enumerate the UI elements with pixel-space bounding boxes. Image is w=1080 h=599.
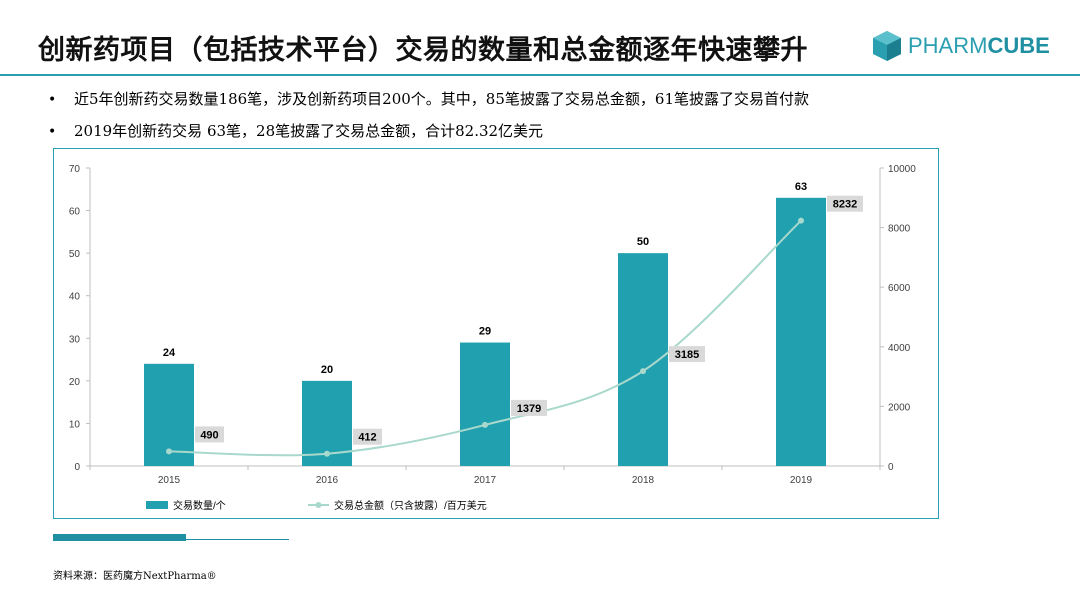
line-value-label: 490	[200, 429, 218, 441]
y-right-tick-label: 4000	[888, 343, 911, 354]
y-right-tick-label: 8000	[888, 224, 911, 235]
y-left-tick-label: 40	[69, 292, 81, 303]
bar-value-label: 29	[479, 326, 491, 338]
line-value-label: 8232	[833, 199, 857, 211]
source-note: 资料来源：医药魔方NextPharma®	[53, 571, 217, 582]
x-tick-label: 2019	[790, 475, 813, 486]
line-point-2016	[324, 450, 330, 457]
bar-value-label: 24	[163, 347, 176, 359]
bullet-text: 2019年创新药交易 63笔，28笔披露了交易总金额，合计82.32亿美元	[74, 122, 544, 140]
bar-2017	[460, 342, 510, 466]
y-left-tick-label: 50	[69, 249, 81, 260]
x-tick-label: 2017	[474, 475, 497, 486]
x-tick-label: 2016	[316, 475, 339, 486]
y-left-tick-label: 0	[74, 462, 80, 473]
logo-wordmark: PHARMCUBE	[908, 33, 1050, 58]
line-value-label: 3185	[675, 349, 699, 361]
footer-accent-line	[186, 539, 289, 540]
title-divider	[0, 74, 1080, 76]
legend-bar-swatch	[146, 501, 168, 509]
line-value-label-bg	[669, 346, 705, 363]
bar-value-label: 50	[637, 236, 649, 248]
line-value-label-bg	[195, 426, 224, 443]
pharmcube-logo: PHARMCUBE	[872, 30, 1050, 62]
x-tick-label: 2015	[158, 475, 181, 486]
y-left-tick-label: 70	[69, 164, 81, 175]
cube-logo-icon	[873, 31, 901, 61]
y-left-tick-label: 60	[69, 207, 81, 218]
y-left-tick-label: 20	[69, 377, 81, 388]
legend-line-marker	[315, 502, 322, 508]
bullet-dot: •	[48, 92, 57, 108]
line-point-2019	[798, 217, 804, 224]
line-value-label-bg	[353, 428, 382, 445]
bullet-item: • 近5年创新药交易数量186笔，涉及创新药项目200个。其中，85笔披露了交易…	[48, 88, 809, 120]
line-point-2015	[166, 448, 172, 455]
bullet-text: 近5年创新药交易数量186笔，涉及创新药项目200个。其中，85笔披露了交易总金…	[74, 90, 809, 108]
line-value-label: 1379	[517, 403, 541, 415]
x-tick-label: 2018	[632, 475, 655, 486]
y-right-tick-label: 10000	[888, 164, 916, 175]
line-series-path	[168, 219, 802, 457]
line-point-2017	[482, 421, 488, 428]
chart-frame	[53, 148, 939, 519]
y-right-tick-label: 0	[888, 462, 894, 473]
line-value-label-bg	[827, 195, 863, 212]
line-point-2018	[640, 368, 646, 375]
line-value-label-bg	[511, 399, 547, 416]
legend-line-label: 交易总金额（只含披露）/百万美元	[334, 499, 487, 512]
bar-value-label: 20	[321, 364, 333, 376]
line-value-label: 412	[358, 432, 376, 444]
y-right-tick-label: 6000	[888, 283, 911, 294]
bar-value-label: 63	[795, 181, 807, 193]
footer-accent-bar	[53, 534, 186, 541]
y-left-tick-label: 30	[69, 334, 81, 345]
bullet-item: • 2019年创新药交易 63笔，28笔披露了交易总金额，合计82.32亿美元	[48, 120, 809, 152]
page-title: 创新药项目（包括技术平台）交易的数量和总金额逐年快速攀升	[38, 35, 808, 66]
y-right-tick-label: 2000	[888, 402, 911, 413]
combo-chart: 0102030405060700200040006000800010000201…	[69, 164, 916, 512]
legend-bar-label: 交易数量/个	[173, 499, 226, 512]
bar-2019	[776, 197, 826, 467]
y-left-tick-label: 10	[69, 419, 81, 430]
bullet-list: • 近5年创新药交易数量186笔，涉及创新药项目200个。其中，85笔披露了交易…	[48, 88, 809, 152]
bullet-dot: •	[48, 124, 57, 140]
